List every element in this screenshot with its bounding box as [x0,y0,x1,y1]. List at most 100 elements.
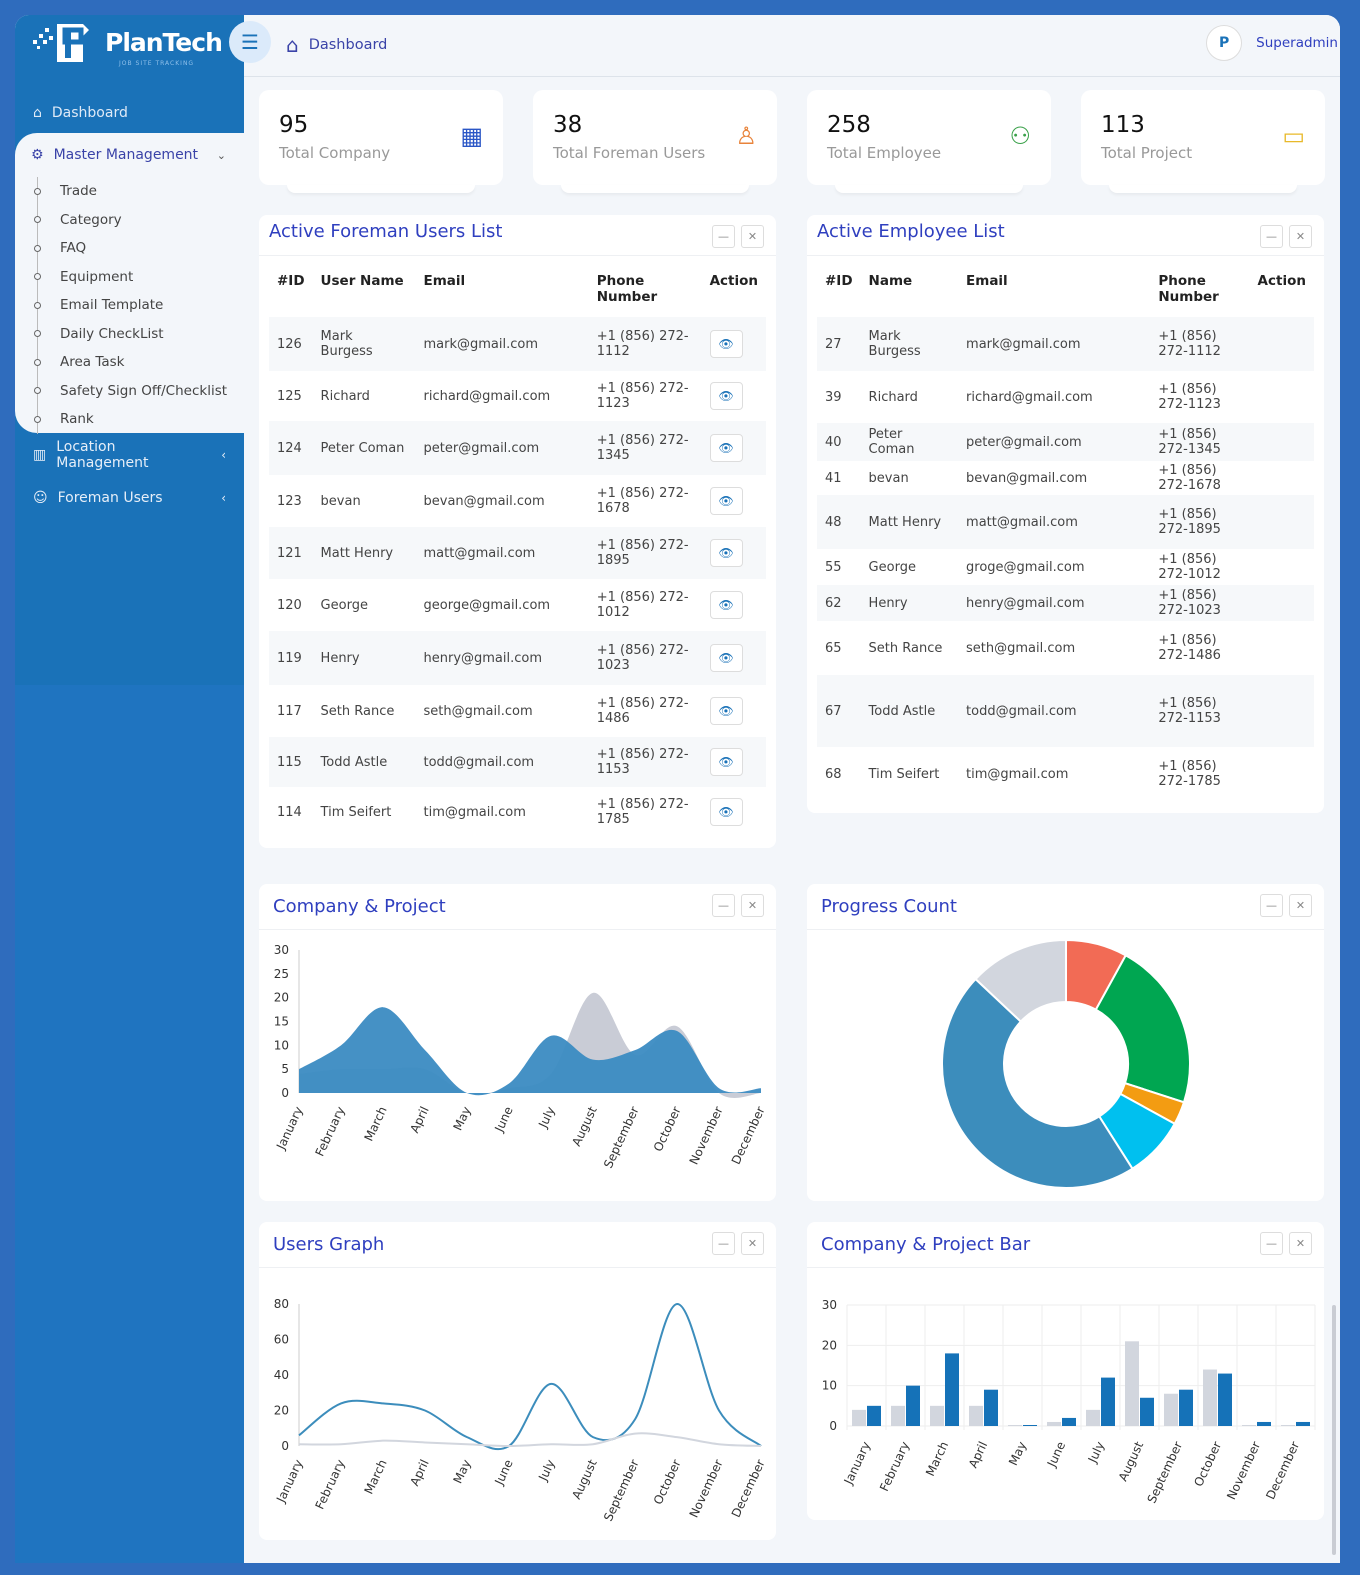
x-tick-label: July [1085,1439,1107,1465]
scrollbar[interactable] [1332,1305,1336,1555]
stat-card[interactable]: 258 Total Employee ⚇ [807,90,1051,193]
x-tick-label: March [923,1439,951,1478]
x-tick-label: January [841,1439,873,1487]
foreman-table: #ID User Name Email Phone Number Action 126 Ma… [269,265,766,837]
cell: 120 [277,597,302,613]
view-button[interactable]: 👁 [709,434,743,462]
close-button[interactable]: ✕ [1289,225,1312,248]
y-tick-label: 20 [274,991,289,1005]
x-tick-label: February [313,1104,348,1158]
sidebar-subitem-area-task[interactable]: Area Task [34,348,244,377]
close-button[interactable]: ✕ [741,225,764,248]
x-tick-label: November [1224,1439,1263,1502]
cell: 39 [825,389,842,405]
cell: henry@gmail.com [966,595,1085,611]
minimize-button[interactable]: — [1260,225,1283,248]
view-button[interactable]: 👁 [709,539,743,567]
close-button[interactable]: ✕ [1289,1232,1312,1255]
bar [1242,1425,1256,1426]
stat-card[interactable]: 38 Total Foreman Users ♙ [533,90,777,193]
minimize-button[interactable]: — [1260,1232,1283,1255]
cell: 117 [277,703,302,719]
table-row: 123 bevan bevan@gmail.com +1 (856) 272-1678… [269,475,766,527]
table-row: 120 George george@gmail.com +1 (856) 272-10… [269,579,766,631]
bar [945,1353,959,1426]
column-header: User Name [320,273,404,289]
donut-slice [974,938,1067,1023]
stat-label: Total Company [279,144,391,162]
sidebar-item-master-management[interactable]: ⚙ Master Management ⌄ [15,133,244,177]
close-button[interactable]: ✕ [1289,894,1312,917]
bar [1023,1425,1037,1426]
bar [1281,1425,1295,1426]
x-tick-label: May [451,1457,474,1485]
cell: Peter Coman [320,440,405,456]
minimize-button[interactable]: — [1260,894,1283,917]
close-button[interactable]: ✕ [741,1232,764,1255]
subitem-label: Equipment [60,268,134,285]
bar [1140,1397,1154,1426]
action-cell [1250,747,1314,801]
x-tick-label: December [729,1457,768,1519]
table-row: 124 Peter Coman peter@gmail.com +1 (856) 27… [269,421,766,475]
view-button[interactable]: 👁 [709,644,743,672]
action-cell [1250,317,1314,371]
column-header: Email [966,273,1008,289]
x-tick-label: June [492,1104,516,1135]
cell: +1 (856) 272-1112 [1158,329,1221,359]
bar [891,1405,905,1426]
sidebar-subitem-email-template[interactable]: Email Template [34,291,244,320]
cell: Henry [320,650,360,666]
y-tick-label: 0 [281,1439,289,1453]
sidebar-item-location-management[interactable]: ▥ Location Management ‹ [15,435,244,475]
cell: +1 (856) 272-1678 [1158,463,1221,493]
menu-toggle-button[interactable]: ☰ [229,21,271,63]
sidebar-item-dashboard[interactable]: ⌂ Dashboard [15,93,244,133]
logo[interactable]: PlanTech JOB SITE TRACKING [29,20,223,67]
cell: matt@gmail.com [966,514,1078,530]
cell: Mark Burgess [868,329,921,359]
sidebar-subitem-rank[interactable]: Rank [34,405,244,434]
table-row: 121 Matt Henry matt@gmail.com +1 (856) 272-… [269,527,766,579]
view-button[interactable]: 👁 [709,382,743,410]
eye-icon: 👁 [718,546,734,560]
circle-icon [34,330,41,338]
view-button[interactable]: 👁 [709,748,743,776]
minimize-button[interactable]: — [712,225,735,248]
app-frame: PlanTech JOB SITE TRACKING ⌂ Dashboard ⚙ M… [15,15,1340,1563]
user-menu[interactable]: P Superadmin [1206,25,1338,61]
cell: 121 [277,545,302,561]
sidebar-subitem-equipment[interactable]: Equipment [34,263,244,292]
company-project-panel: Company & Project — ✕ 0 5 10 15 20 25 30 January… [259,884,776,1201]
stat-card[interactable]: 113 Total Project ▭ [1081,90,1325,193]
close-button[interactable]: ✕ [741,894,764,917]
circle-icon [34,358,41,366]
y-tick-label: 10 [274,1038,289,1052]
minimize-button[interactable]: — [712,894,735,917]
breadcrumb-dashboard[interactable]: Dashboard [308,37,388,53]
table-row: 27 Mark Burgess mark@gmail.com +1 (856) 272… [817,317,1314,371]
table-row: 119 Henry henry@gmail.com +1 (856) 272-1023… [269,631,766,685]
sidebar-subitem-daily-checklist[interactable]: Daily CheckList [34,320,244,349]
sidebar-subitem-trade[interactable]: Trade [34,177,244,206]
view-button[interactable]: 👁 [709,487,743,515]
eye-icon: 👁 [718,805,734,819]
view-button[interactable]: 👁 [709,330,743,358]
sidebar-subitem-category[interactable]: Category [34,206,244,235]
progress-count-panel: Progress Count — ✕ [807,884,1324,1201]
cell: 115 [277,754,302,770]
column-header: Phone Number [1158,273,1219,305]
minimize-button[interactable]: — [712,1232,735,1255]
cell: todd@gmail.com [966,703,1077,719]
view-button[interactable]: 👁 [709,697,743,725]
sidebar-subitem-faq[interactable]: FAQ [34,234,244,263]
x-tick-label: August [569,1104,600,1148]
sidebar-subitem-safety-sign-off-checklist[interactable]: Safety Sign Off/Checklist [34,377,244,406]
view-button[interactable]: 👁 [709,591,743,619]
table-row: 115 Todd Astle todd@gmail.com +1 (856) 272-… [269,737,766,787]
table-row: 48 Matt Henry matt@gmail.com +1 (856) 272-1… [817,495,1314,549]
sidebar-item-foreman-users[interactable]: ☺ Foreman Users ‹ [15,478,244,518]
view-button[interactable]: 👁 [709,798,743,826]
cell: Tim Seifert [868,766,940,782]
stat-card[interactable]: 95 Total Company ▦ [259,90,503,193]
